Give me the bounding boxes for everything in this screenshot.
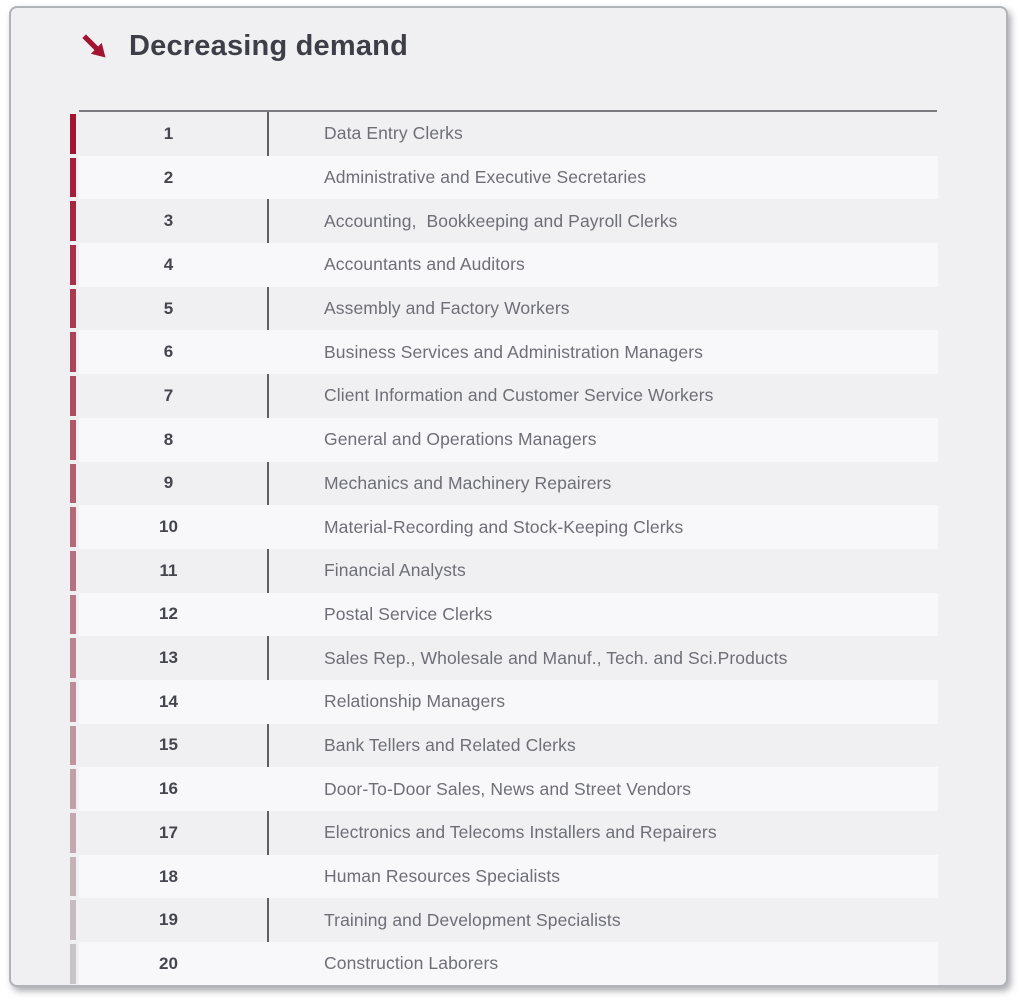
rank-bar-indicator [70, 157, 76, 198]
job-title-cell: Administrative and Executive Secretaries [324, 167, 647, 188]
table-row: 7 Client Information and Customer Service… [70, 374, 938, 418]
rank-number: 9 [163, 473, 174, 493]
table-rows: 1 Data Entry Clerks 2 Administrative and Ex… [70, 112, 938, 985]
table-row: 19 Training and Development Specialists [70, 898, 938, 942]
rank-bar-indicator [70, 900, 76, 941]
rank-bar-indicator [70, 245, 76, 285]
table-row: 9 Mechanics and Machinery Repairers [70, 462, 938, 506]
job-title-cell: Electronics and Telecoms Installers and … [324, 822, 717, 843]
table-row: 16 Door-To-Door Sales, News and Street Ve… [70, 767, 938, 811]
job-title-cell: Relationship Managers [324, 691, 506, 712]
table-row: 11 Financial Analysts [70, 549, 938, 593]
table-row: 1 Data Entry Clerks [70, 112, 938, 156]
table-row: 5 Assembly and Factory Workers [70, 287, 938, 331]
job-title-cell: Client Information and Customer Service … [324, 385, 714, 406]
table-row: 3 Accounting, Bookkeeping and Payroll Cle… [70, 199, 938, 243]
card-header: Decreasing demand [79, 26, 408, 66]
rank-number: 8 [163, 429, 174, 449]
rank-bar-indicator [70, 419, 76, 460]
decreasing-demand-card: Decreasing demand 1 Data Entry Clerks 2 Adm… [9, 6, 1008, 987]
rank-number: 13 [159, 648, 178, 668]
table-row: 2 Administrative and Executive Secretarie… [70, 155, 938, 200]
rank-number: 17 [159, 822, 178, 842]
rank-number: 15 [159, 735, 178, 755]
ranking-table: 1 Data Entry Clerks 2 Administrative and Ex… [70, 110, 938, 985]
rank-number: 1 [163, 123, 174, 143]
rank-number: 2 [163, 167, 174, 187]
job-title-cell: Data Entry Clerks [324, 123, 463, 144]
job-title-cell: Assembly and Factory Workers [324, 298, 570, 319]
table-row: 12 Postal Service Clerks [70, 592, 938, 637]
job-title-cell: Sales Rep., Wholesale and Manuf., Tech. … [324, 647, 788, 668]
rank-bar-indicator [70, 769, 76, 809]
rank-bar-indicator [70, 114, 76, 154]
table-top-border [79, 110, 937, 112]
rank-number: 16 [159, 779, 178, 799]
job-title-cell: Business Services and Administration Man… [324, 341, 703, 362]
job-title-cell: Construction Laborers [324, 953, 499, 974]
rank-bar-indicator [70, 507, 76, 547]
job-title-cell: Accounting, Bookkeeping and Payroll Cler… [324, 210, 678, 231]
rank-number: 5 [163, 298, 174, 318]
rank-bar-indicator [70, 813, 76, 853]
rank-bar-indicator [70, 332, 76, 373]
job-title-cell: Accountants and Auditors [324, 254, 525, 275]
table-row: 20 Construction Laborers [70, 942, 938, 985]
rank-bar-indicator [70, 463, 76, 504]
rank-bar-indicator [70, 201, 76, 242]
rank-bar-indicator [70, 550, 76, 591]
table-row: 8 General and Operations Managers [70, 417, 938, 462]
rank-bar-indicator [70, 376, 76, 416]
job-title-cell: Training and Development Specialists [324, 909, 621, 930]
job-title-cell: Human Resources Specialists [324, 866, 561, 887]
rank-bar-indicator [70, 594, 76, 635]
rank-bar-indicator [70, 725, 76, 766]
arrow-down-right-icon [79, 31, 110, 62]
table-row: 15 Bank Tellers and Related Clerks [70, 724, 938, 768]
job-title-cell: Material-Recording and Stock-Keeping Cle… [324, 516, 684, 537]
job-title-cell: Mechanics and Machinery Repairers [324, 472, 612, 493]
rank-bar-indicator [70, 288, 76, 329]
rank-number: 6 [163, 342, 174, 362]
table-row: 4 Accountants and Auditors [70, 243, 938, 287]
rank-bar-indicator [70, 944, 76, 984]
table-row: 6 Business Services and Administration Ma… [70, 330, 938, 374]
table-row: 17 Electronics and Telecoms Installers an… [70, 811, 938, 855]
rank-number: 7 [163, 385, 174, 405]
job-title-cell: Door-To-Door Sales, News and Street Vend… [324, 778, 692, 799]
rank-bar-indicator [70, 638, 76, 678]
page-title: Decreasing demand [129, 29, 408, 62]
table-row: 14 Relationship Managers [70, 679, 938, 724]
rank-bar-indicator [70, 681, 76, 722]
rank-number: 18 [159, 866, 178, 886]
job-title-cell: Bank Tellers and Related Clerks [324, 734, 576, 755]
table-row: 18 Human Resources Specialists [70, 854, 938, 899]
job-title-cell: General and Operations Managers [324, 429, 597, 450]
rank-number: 3 [163, 211, 174, 231]
rank-number: 12 [159, 604, 178, 624]
job-title-cell: Postal Service Clerks [324, 603, 493, 624]
table-row: 10 Material-Recording and Stock-Keeping C… [70, 505, 938, 549]
rank-number: 14 [159, 691, 178, 711]
rank-number: 11 [159, 560, 178, 580]
rank-number: 10 [159, 517, 178, 537]
rank-number: 4 [163, 254, 174, 274]
job-title-cell: Financial Analysts [324, 560, 466, 581]
table-row: 13 Sales Rep., Wholesale and Manuf., Tech… [70, 636, 938, 680]
rank-number: 20 [159, 953, 178, 973]
rank-number: 19 [159, 910, 178, 930]
rank-bar-indicator [70, 856, 76, 897]
